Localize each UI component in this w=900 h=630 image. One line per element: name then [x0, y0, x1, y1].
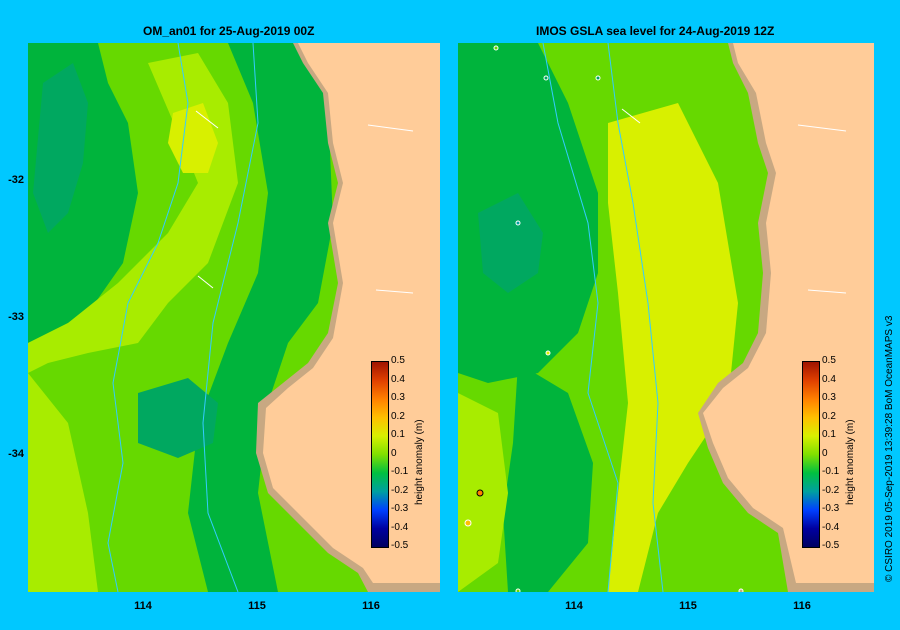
right-map-title: IMOS GSLA sea level for 24-Aug-2019 12Z	[536, 24, 775, 38]
colorbar-tick-label: -0.1	[822, 466, 840, 477]
lon-label: 116	[362, 600, 380, 612]
colorbar-tick-label: -0.2	[822, 484, 840, 496]
observation-marker	[738, 588, 744, 592]
lon-label: 114	[134, 600, 152, 612]
colorbar-tick-label: 0	[391, 447, 397, 459]
right-map-svg	[458, 43, 874, 592]
right-map-panel	[458, 43, 874, 592]
observation-marker	[515, 220, 521, 226]
land-mass	[263, 43, 440, 583]
colorbar-tick-label: 0.5	[822, 355, 836, 366]
anomaly-region-dark-south	[503, 363, 593, 592]
observation-marker	[476, 489, 484, 497]
colorbar-tick-label: 0.2	[822, 410, 836, 422]
current-arrow	[621, 108, 641, 124]
anomaly-region-high	[608, 103, 738, 592]
colorbar-tick-label: -0.3	[391, 503, 409, 514]
lat-label: -34	[8, 448, 24, 460]
left-map-svg	[28, 43, 440, 592]
isobath-shelf	[202, 43, 259, 592]
observation-marker	[515, 588, 521, 592]
anomaly-region-southwest	[28, 373, 98, 592]
isobath-shelf	[607, 43, 664, 592]
colorbar-tick-label: -0.4	[391, 521, 409, 533]
lon-label: 115	[248, 600, 266, 612]
anomaly-region-teal	[478, 193, 543, 293]
colorbar-tick-label: -0.5	[391, 540, 409, 551]
colorbar-left	[371, 361, 389, 548]
colorbar-tick-label: 0.1	[822, 429, 836, 440]
colorbar-tick-label: 0.4	[391, 373, 405, 385]
colorbar-tick-label: -0.3	[822, 503, 840, 514]
colorbar-title: height anomaly (m)	[845, 419, 856, 505]
colorbar-tick-label: 0.2	[391, 410, 405, 422]
colorbar-tick-label: 0.5	[391, 355, 405, 366]
colorbar-tick-label: 0	[822, 447, 828, 459]
current-arrow	[807, 289, 847, 294]
colorbar-tick-label: -0.4	[822, 521, 840, 533]
lat-label: -33	[8, 311, 24, 323]
observation-marker	[464, 519, 472, 527]
colorbar-tick-label: 0.3	[822, 392, 836, 403]
colorbar-title: height anomaly (m)	[414, 419, 425, 505]
lon-label: 115	[679, 600, 697, 612]
observation-marker	[493, 45, 499, 51]
colorbar-tick-label: 0.1	[391, 429, 405, 440]
left-map-title: OM_an01 for 25-Aug-2019 00Z	[143, 24, 315, 38]
current-arrow	[195, 110, 219, 129]
observation-marker	[543, 75, 549, 81]
colorbar-tick-label: 0.4	[822, 373, 836, 385]
current-arrow	[197, 275, 214, 289]
colorbar-right	[802, 361, 820, 548]
lon-label: 116	[793, 600, 811, 612]
colorbar-tick-label: -0.5	[822, 540, 840, 551]
left-map-panel	[28, 43, 440, 592]
anomaly-region-teal	[33, 63, 88, 233]
land-mass	[703, 43, 874, 583]
lon-label: 114	[565, 600, 583, 612]
colorbar-tick-label: -0.2	[391, 484, 409, 496]
lat-label: -32	[8, 174, 24, 186]
anomaly-region-high	[168, 103, 218, 173]
current-arrow	[367, 124, 414, 132]
colorbar-tick-label: 0.3	[391, 392, 405, 403]
observation-marker	[595, 75, 601, 81]
observation-marker	[545, 350, 551, 356]
anomaly-region-shelf	[188, 43, 333, 592]
isobath-deep	[107, 43, 189, 592]
isobath-deep	[542, 43, 619, 592]
credit-text: © CSIRO 2019 05-Sep-2019 13:39:28 BoM Oc…	[884, 315, 895, 582]
current-arrow	[375, 289, 414, 294]
colorbar-tick-label: -0.1	[391, 466, 409, 477]
current-arrow	[797, 124, 847, 132]
anomaly-region-eddy	[138, 378, 218, 458]
